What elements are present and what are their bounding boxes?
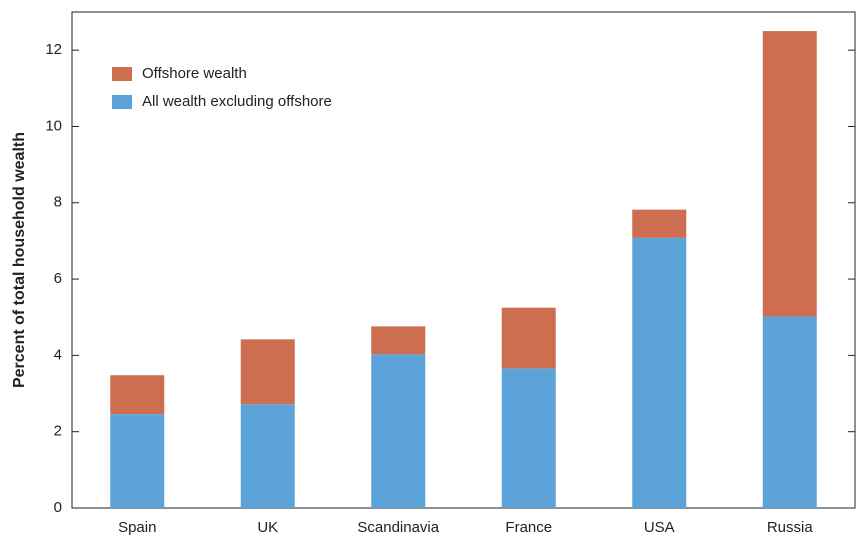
x-tick-label: USA [644,519,675,536]
bar-segment [110,375,165,415]
x-tick-label: UK [257,519,278,536]
y-tick-label: 6 [54,270,62,287]
bar-segment [632,237,687,508]
bar-segment [371,326,426,355]
bar-segment [762,316,817,508]
y-tick-label: 12 [45,41,62,58]
plot-frame [71,11,856,509]
y-tick-label: 2 [54,423,62,440]
y-tick-label: 8 [54,194,62,211]
bar-segment [240,339,295,405]
legend-label: Offshore wealth [142,65,247,82]
bar-segment [240,404,295,508]
x-tick-label: France [505,519,552,536]
x-tick-label: Spain [118,519,156,536]
y-axis-label: Percent of total household wealth [11,132,28,388]
bar-segment [501,368,556,508]
y-tick-label: 0 [54,499,62,516]
bar-segment [110,414,165,508]
legend-swatch [112,95,132,109]
y-tick-label: 4 [54,346,62,363]
x-tick-label: Russia [767,519,814,536]
bar-segment [762,31,817,317]
bar-segment [501,307,556,369]
x-tick-label: Scandinavia [357,519,439,536]
legend-label: All wealth excluding offshore [142,93,332,110]
bar-segment [371,354,426,508]
y-tick-label: 10 [45,117,62,134]
legend-swatch [112,67,132,81]
bar-segment [632,209,687,238]
